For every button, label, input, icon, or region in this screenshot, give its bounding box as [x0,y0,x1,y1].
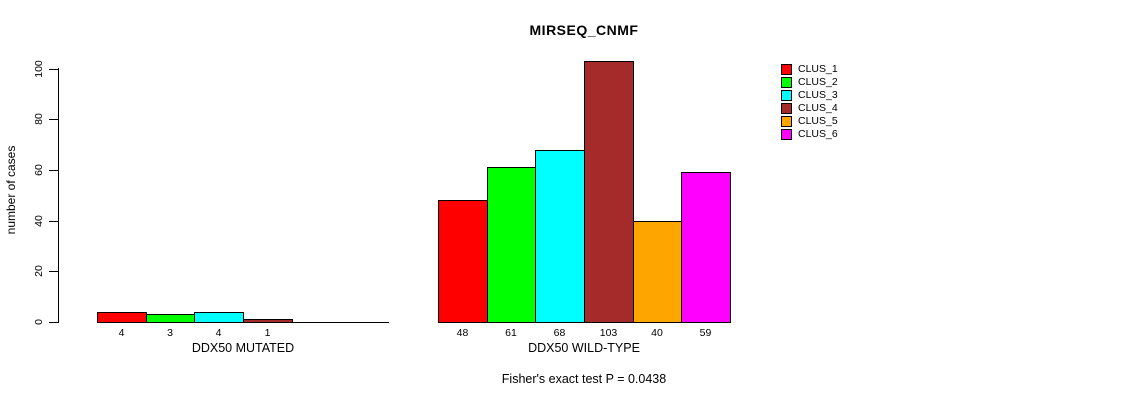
legend-label: CLUS_2 [798,76,838,88]
group-label-wildtype: DDX50 WILD-TYPE [528,341,640,355]
bar-value-label: 4 [215,327,222,339]
legend-swatch-icon [781,64,792,75]
y-tick-mark [49,271,58,272]
y-axis-title: number of cases [4,145,18,235]
legend-row: CLUS_6 [781,128,838,141]
legend-label: CLUS_1 [798,63,838,75]
bar-value-label: 1 [264,327,271,339]
y-tick-label: 20 [33,265,45,277]
bar-value-label: 48 [456,327,469,339]
bar-value-label: 61 [505,327,517,339]
y-tick-mark [49,170,58,171]
bar [633,221,682,323]
bar [194,312,244,323]
bar [535,150,585,323]
fisher-test-note: Fisher's exact test P = 0.0438 [501,372,667,386]
legend-label: CLUS_6 [798,128,838,140]
legend-row: CLUS_4 [781,102,838,115]
legend-swatch-icon [781,103,792,114]
legend-row: CLUS_2 [781,76,838,89]
bar [487,167,536,323]
legend-row: CLUS_3 [781,89,838,102]
y-tick-mark [49,221,58,222]
legend-label: CLUS_4 [798,102,838,114]
bar [146,314,195,323]
chart-title: MIRSEQ_CNMF [529,22,639,38]
bar-value-label: 103 [599,327,618,339]
legend-label: CLUS_5 [798,115,838,127]
y-tick-label: 80 [33,113,45,125]
bar [243,319,293,323]
group-label-mutated: DDX50 MUTATED [191,341,295,355]
bar [681,172,731,323]
y-tick-label: 60 [33,164,45,176]
bar-value-label: 40 [651,327,663,339]
legend-label: CLUS_3 [798,89,838,101]
legend-swatch-icon [781,90,792,101]
bar [584,61,634,323]
bar-value-label: 4 [118,327,125,339]
legend-row: CLUS_1 [781,63,838,76]
bar-value-label: 59 [699,327,712,339]
y-tick-mark [49,322,58,323]
bar [438,200,488,323]
y-tick-label: 0 [33,319,45,325]
y-tick-mark [49,119,58,120]
y-axis-line [58,68,59,323]
bar [97,312,147,323]
bar-value-label: 3 [167,327,173,339]
legend-swatch-icon [781,77,792,88]
legend: CLUS_1 CLUS_2 CLUS_3 CLUS_4 CLUS_5 CLUS_6 [781,63,838,141]
legend-swatch-icon [781,129,792,140]
y-tick-mark [49,69,58,70]
y-tick-label: 100 [33,60,45,78]
y-tick-label: 40 [33,215,45,227]
bar-value-label: 68 [553,327,566,339]
legend-row: CLUS_5 [781,115,838,128]
legend-swatch-icon [781,116,792,127]
